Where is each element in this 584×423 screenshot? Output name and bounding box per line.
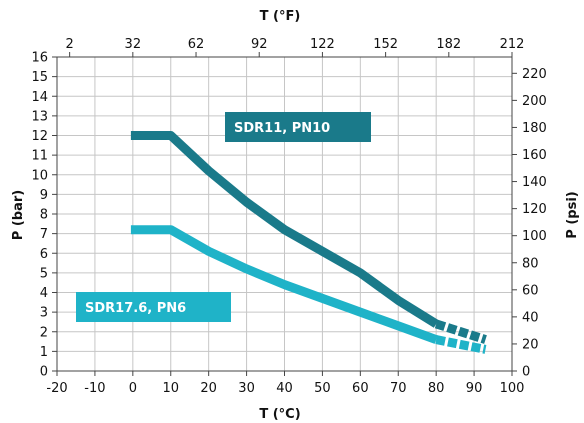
right-tick-label: 140 [522, 175, 547, 190]
y-axis-title: P (bar) [11, 190, 26, 240]
x-tick-label: 60 [352, 381, 369, 396]
right-tick-label: 60 [522, 283, 539, 298]
x-tick-label: 70 [390, 381, 407, 396]
series-badge-sdr11-pn10 [225, 112, 371, 142]
y-tick-label: 5 [40, 266, 48, 281]
top-tick-label: 62 [188, 37, 205, 52]
series-lines [130, 131, 487, 354]
y-tick-label: 3 [40, 306, 48, 321]
right-tick-label: 20 [522, 337, 539, 352]
x-tick-label: 100 [500, 381, 525, 396]
right-tick-label: 40 [522, 310, 539, 325]
top-tick-label: 182 [436, 37, 461, 52]
x-tick-label: 90 [466, 381, 483, 396]
y-tick-label: 0 [40, 365, 48, 380]
top-axis-title: T (°F) [260, 9, 301, 24]
right-axis-title: P (psi) [565, 191, 580, 238]
series-line-sdr17-6-pn6 [130, 225, 438, 344]
x-axis-title: T (°C) [259, 407, 300, 422]
series-labels: SDR11, PN10 SDR17.6, PN6 [76, 112, 371, 322]
x-tick-label: 30 [238, 381, 255, 396]
y-tick-label: 1 [40, 345, 48, 360]
y-tick-label: 8 [40, 208, 48, 223]
y-tick-label: 13 [31, 109, 48, 124]
series-label-sdr17-6-pn6: SDR17.6, PN6 [85, 301, 186, 316]
y-tick-label: 10 [31, 168, 48, 183]
axes: -20 -10 0 10 20 30 40 50 60 70 80 90 100012345678910… [31, 37, 546, 396]
x-tick-label: -20 [46, 381, 67, 396]
right-tick-label: 160 [522, 148, 547, 163]
x-tick-label: 10 [162, 381, 179, 396]
y-tick-label: 7 [40, 227, 48, 242]
series-label-sdr11-pn10: SDR11, PN10 [234, 121, 330, 136]
series-dashed-sdr11-pn10 [434, 319, 487, 344]
right-tick-label: 220 [522, 67, 547, 82]
y-tick-label: 16 [31, 51, 48, 66]
y-tick-label: 15 [31, 70, 48, 85]
x-tick-label: 0 [129, 381, 137, 396]
right-tick-label: 0 [522, 365, 530, 380]
right-tick-label: 80 [522, 256, 539, 271]
y-tick-label: 9 [40, 188, 48, 203]
x-tick-label: -10 [84, 381, 105, 396]
top-tick-label: 212 [500, 37, 525, 52]
right-tick-label: 120 [522, 202, 547, 217]
top-tick-label: 32 [125, 37, 142, 52]
series-badge-sdr17-6-pn6 [76, 292, 231, 322]
y-tick-label: 6 [40, 247, 48, 262]
y-tick-label: 14 [31, 90, 48, 105]
x-tick-label: 20 [200, 381, 217, 396]
top-tick-label: 2 [65, 37, 73, 52]
y-tick-label: 2 [40, 325, 48, 340]
right-tick-label: 100 [522, 229, 547, 244]
right-tick-label: 200 [522, 94, 547, 109]
top-tick-label: 92 [251, 37, 268, 52]
y-tick-label: 4 [40, 286, 48, 301]
y-tick-label: 11 [31, 149, 48, 164]
top-tick-label: 122 [310, 37, 335, 52]
top-tick-label: 152 [373, 37, 398, 52]
x-tick-label: 40 [276, 381, 293, 396]
series-dashed-sdr17-6-pn6 [435, 335, 487, 354]
x-tick-label: 80 [428, 381, 445, 396]
x-tick-label: 50 [314, 381, 331, 396]
series-line-sdr11-pn10 [130, 131, 439, 328]
y-tick-label: 12 [31, 129, 48, 144]
right-tick-label: 180 [522, 121, 547, 136]
